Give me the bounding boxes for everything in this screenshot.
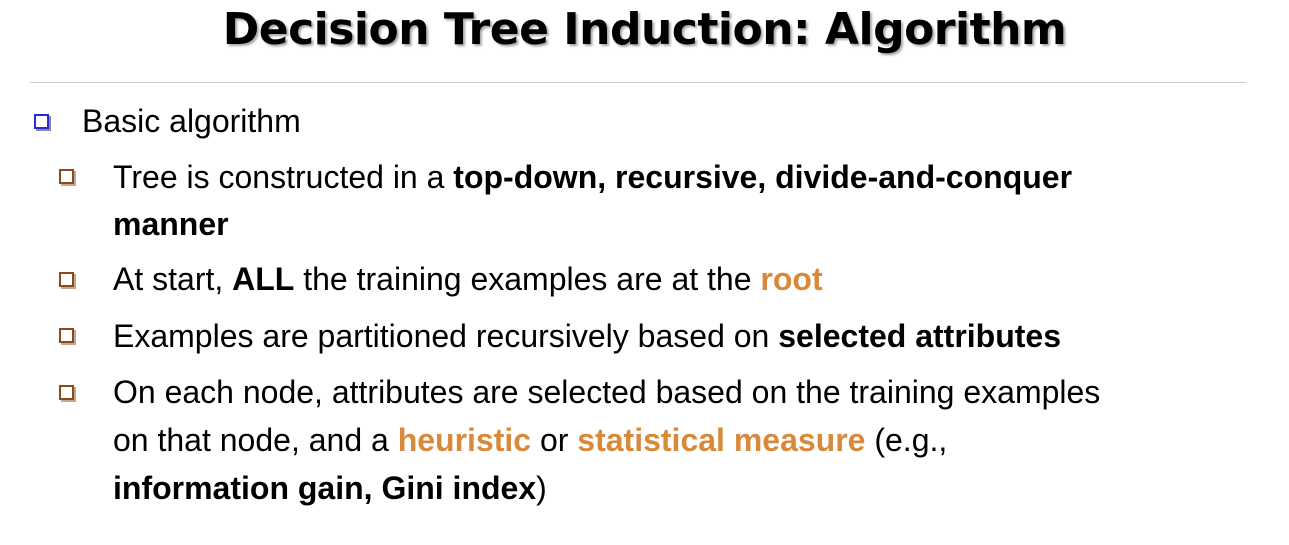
sub-item-3-line: Examples are partitioned recursively bas… xyxy=(113,313,1061,359)
sub-item-2-highlight: root xyxy=(760,261,823,297)
main-bullet-text: Basic algorithm xyxy=(82,103,301,139)
sub-item-1-line-2: manner xyxy=(113,206,229,242)
sub-item-4-line-3: information gain, Gini index) xyxy=(113,465,547,511)
sub-item-2-text-a: At start, xyxy=(113,261,233,297)
sub-item-4-text-e: (e.g., xyxy=(865,422,948,458)
title-divider xyxy=(30,82,1246,83)
sub-bullet-4-icon xyxy=(59,385,74,400)
main-bullet-icon xyxy=(34,114,49,129)
sub-item-4-line-2: on that node, and a heuristic or statist… xyxy=(113,417,947,463)
sub-bullet-1-icon xyxy=(59,169,74,184)
sub-item-1-bold: top-down, recursive, divide-and-conquer xyxy=(453,159,1073,195)
sub-item-3-bold: selected attributes xyxy=(778,318,1061,354)
slide-title: Decision Tree Induction: Algorithm xyxy=(222,4,1067,55)
sub-item-3-text: Examples are partitioned recursively bas… xyxy=(113,318,779,354)
sub-item-1-text: Tree is constructed in a xyxy=(113,159,454,195)
sub-item-4-highlight-heuristic: heuristic xyxy=(397,422,532,458)
sub-item-4-line-1: On each node, attributes are selected ba… xyxy=(113,374,1101,410)
sub-item-2-bold: ALL xyxy=(232,261,295,297)
sub-item-1-line-1: Tree is constructed in a top-down, recur… xyxy=(113,154,1072,200)
sub-bullet-3-icon xyxy=(59,328,74,343)
sub-item-4-highlight-statistical: statistical measure xyxy=(577,422,866,458)
sub-item-4-text-close: ) xyxy=(536,470,547,506)
sub-item-4-text-a: on that node, and a xyxy=(113,422,398,458)
sub-item-4-bold: information gain, Gini index xyxy=(113,470,537,506)
sub-bullet-2-icon xyxy=(59,272,74,287)
sub-item-4-text-c: or xyxy=(531,422,578,458)
sub-item-2-line: At start, ALL the training examples are … xyxy=(113,256,823,302)
sub-item-2-text-c: the training examples are at the xyxy=(294,261,761,297)
